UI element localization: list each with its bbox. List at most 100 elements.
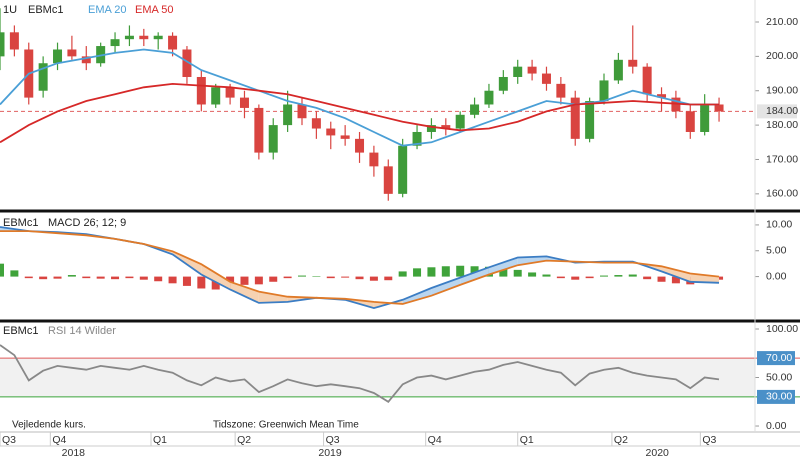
last-price-label: 184.00 [766,105,798,117]
histogram-bar [96,276,105,279]
histogram-bar [39,276,48,280]
x-tick-label: Q3 [326,434,340,446]
histogram-bar [585,276,594,279]
candle-body [441,125,451,129]
level-label: 70.00 [766,352,792,364]
histogram-bar [139,276,148,280]
symbol: EBMc1 [28,4,63,16]
candle-body [498,76,508,91]
candle-body [527,66,537,74]
macd-fill [488,257,518,275]
histogram-bar [600,275,608,277]
year-label: 2020 [646,447,670,459]
histogram-bar [298,275,306,277]
histogram-bar [499,268,508,277]
candle-body [585,101,595,139]
histogram-bar [312,276,321,277]
macd-fill [402,287,432,304]
candle-body [297,104,307,119]
y-tick-label: 50.00 [766,371,792,383]
footer-timezone: Tidszone: Greenwich Mean Time [213,420,359,431]
candle-body [225,87,235,98]
candle-body [599,80,609,102]
candle-body [9,32,19,50]
x-tick-label: Q3 [702,434,716,446]
candle-body [139,35,149,40]
y-tick-label: 170.00 [766,153,798,165]
candle-body [513,66,523,77]
macd-fill [258,291,288,303]
level-box [757,389,795,404]
candle-body [412,131,422,146]
histogram-bar [211,276,220,290]
last-price-box [757,104,797,119]
candle-body [110,39,120,47]
footer-note: Vejledende kurs. [12,420,86,431]
histogram-bar [614,275,623,277]
candle-body [239,97,249,108]
candle-body [398,145,408,194]
histogram-bar [556,276,565,279]
histogram-bar [413,268,422,277]
candle-body [570,97,580,139]
histogram-bar [528,272,537,277]
candle-body [153,35,163,40]
histogram-bar [657,276,666,282]
rsi-line [0,344,720,403]
rsi-band [0,358,755,397]
symbol: EBMc1 [3,325,38,337]
candle-body [714,104,724,112]
candle-body [355,138,365,153]
x-tick-label: Q3 [2,434,16,446]
histogram-bar [456,265,465,277]
symbol: EBMc1 [3,217,38,229]
level-label: 30.00 [766,391,792,403]
candle-body [168,35,178,50]
candle-body [700,104,710,132]
macd-fill [661,266,691,282]
candle-body [124,35,134,40]
year-label: 2018 [62,447,86,459]
candle-body [254,107,264,153]
interval: 1U [3,4,17,16]
level-box [757,351,795,366]
y-tick-label: 180.00 [766,119,798,131]
panel-title: RSI 14 Wilder [48,325,116,337]
candle-body [657,94,667,98]
year-label: 2019 [318,447,342,459]
histogram-bar [571,276,580,280]
histogram-bar [398,271,407,277]
candle-body [369,152,379,167]
macd-fill [201,264,231,290]
candle-body [613,59,623,81]
histogram-bar [67,275,76,277]
histogram-bar [168,276,177,284]
panel-title: MACD 26; 12; 9 [48,217,126,229]
macd-line [0,226,720,310]
macd-fill [517,256,547,266]
histogram-bar [240,276,249,285]
histogram-bar [643,276,652,280]
y-tick-label: 160.00 [766,188,798,200]
candle-body [38,63,48,91]
histogram-bar [154,276,163,282]
y-tick-label: 0.00 [766,420,787,432]
histogram-bar [269,276,278,282]
y-tick-label: 190.00 [766,85,798,97]
histogram-bar [24,276,33,279]
histogram-bar [283,276,292,279]
candle-body [541,73,551,84]
candle-body [81,56,91,64]
candle-body [642,66,652,95]
y-tick-label: 210.00 [766,16,798,28]
histogram-bar [326,276,335,279]
ema-line [0,82,719,144]
histogram-bar [111,276,120,280]
macd-fill [460,267,489,285]
candle-body [0,32,5,57]
candle-body [182,49,192,77]
macd-fill [431,277,461,296]
y-tick-label: 100.00 [766,323,798,335]
legend-entry: EMA 50 [135,4,174,16]
